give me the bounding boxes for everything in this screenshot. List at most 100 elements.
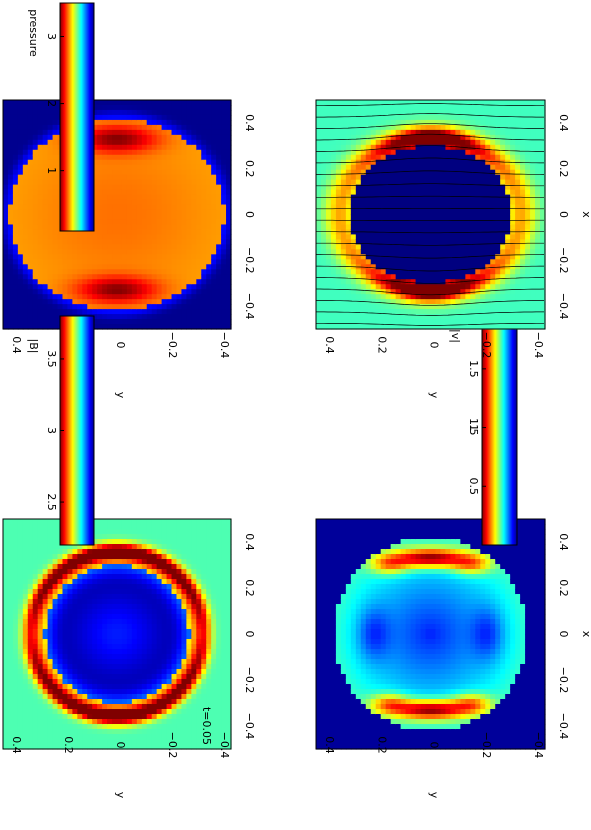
heatmap-cell [117,524,123,530]
heatmap-cell [191,159,197,166]
heatmap-cell [42,534,49,540]
heatmap-cell [102,124,108,131]
heatmap-cell [7,289,14,295]
heatmap-cell [176,564,183,570]
heatmap-cell [47,529,54,535]
heatmap-cell [360,574,367,580]
heatmap-cell [37,599,44,605]
heatmap-cell [112,634,118,640]
heatmap-cell [360,539,367,545]
heatmap-cell [107,209,113,216]
heatmap-cell [176,694,183,700]
heatmap-cell [146,139,153,146]
heatmap-cell [196,714,202,720]
heatmap-cell [221,689,227,695]
heatmap-cell [131,129,138,136]
heatmap-cell [7,684,14,690]
heatmap-cell [345,689,352,695]
heatmap-cell [196,679,202,685]
heatmap-cell [216,734,222,740]
heatmap-cell [131,669,138,675]
heatmap-cell [42,654,49,660]
heatmap-cell [7,154,14,161]
heatmap-cell [82,294,88,300]
heatmap-cell [325,649,332,655]
heatmap-cell [335,594,342,600]
heatmap-cell [161,104,168,111]
heatmap-cell [131,189,138,196]
heatmap-cell [375,689,382,695]
heatmap-cell [191,724,197,730]
heatmap-cell [117,269,123,275]
heatmap-cell [325,624,332,630]
heatmap-cell [370,724,377,730]
heatmap-cell [87,644,93,650]
heatmap-cell [117,594,123,600]
heatmap-cell [196,639,202,645]
heatmap-cell [77,694,83,700]
heatmap-cell [156,554,163,560]
heatmap-cell [92,299,98,305]
heatmap-cell [131,704,138,710]
heatmap-cell [107,619,113,625]
heatmap-cell [360,669,367,675]
heatmap-cell [7,139,14,146]
heatmap-cell [206,614,212,620]
heatmap-cell [196,104,202,111]
heatmap-cell [380,559,387,565]
heatmap-cell [226,664,232,670]
heatmap-cell [136,564,143,570]
heatmap-cell [221,654,227,660]
heatmap-cell [37,219,44,226]
heatmap-cell [181,264,187,270]
heatmap-cell [22,699,29,705]
heatmap-cell [87,559,93,565]
heatmap-cell [325,589,332,595]
heatmap-cell [181,699,187,705]
heatmap-cell [112,229,118,236]
heatmap-cell [97,174,103,181]
heatmap-cell [365,694,372,700]
heatmap-cell [7,549,14,555]
heatmap-cell [226,294,232,300]
heatmap-cell [117,284,123,290]
heatmap-cell [22,244,29,250]
y-tick-label: 0 [114,742,127,749]
heatmap-cell [221,634,227,640]
heatmap-cell [186,274,192,280]
heatmap-cell [166,624,173,630]
heatmap-cell [186,594,192,600]
heatmap-cell [360,739,367,745]
heatmap-cell [136,639,143,645]
heatmap-cell [102,194,108,201]
heatmap-cell [201,149,207,156]
heatmap-cell [226,654,232,660]
heatmap-cell [191,569,197,575]
heatmap-cell [206,619,212,625]
heatmap-cell [146,634,153,640]
heatmap-cell [340,689,347,695]
heatmap-cell [92,174,98,181]
heatmap-cell [196,594,202,600]
heatmap-cell [126,224,133,231]
heatmap-cell [131,729,138,735]
heatmap-cell [141,164,148,171]
heatmap-cell [345,564,352,570]
heatmap-cell [17,534,24,540]
heatmap-cell [117,279,123,285]
heatmap-cell [191,644,197,650]
heatmap-cell [186,729,192,735]
heatmap-cell [112,519,118,525]
heatmap-cell [112,659,118,665]
heatmap-cell [17,714,24,720]
heatmap-cell [131,569,138,575]
heatmap-cell [221,299,227,305]
heatmap-cell [77,674,83,680]
heatmap-cell [171,239,178,245]
heatmap-cell [345,719,352,725]
heatmap-cell [221,569,227,575]
heatmap-cell [211,204,217,211]
heatmap-cell [102,694,108,700]
heatmap-cell [97,224,103,231]
heatmap-cell [112,694,118,700]
